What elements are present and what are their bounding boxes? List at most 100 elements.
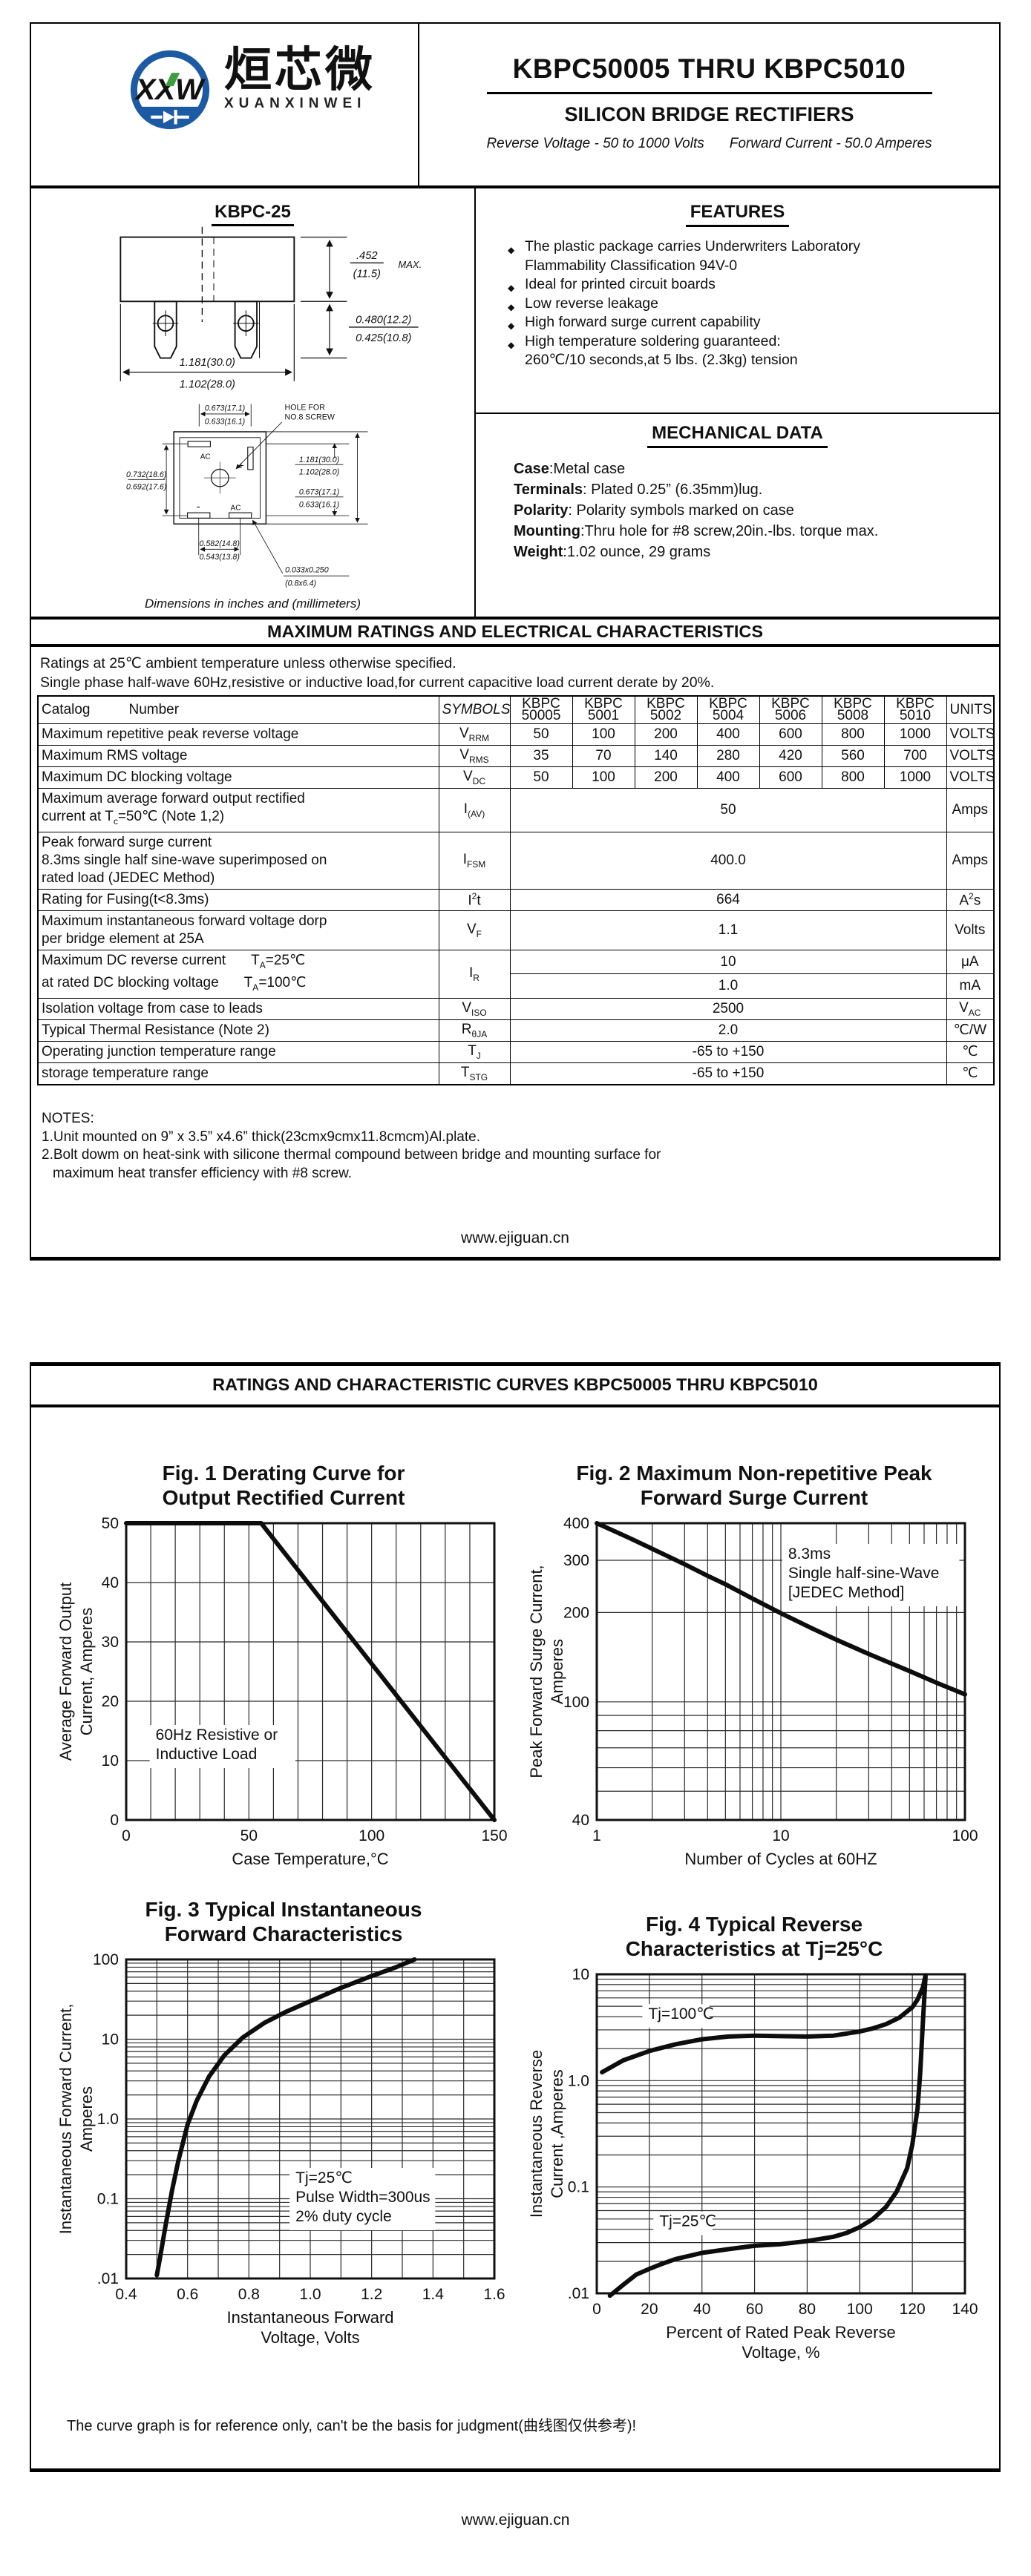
- notes-block: NOTES: 1.Unit mounted on 9” x 3.5” x4.6”…: [42, 1110, 661, 1183]
- mechanical-data-row: Terminals: Plated 0.25” (6.35mm)lug.: [514, 482, 763, 498]
- svg-text:1.0: 1.0: [97, 2111, 119, 2128]
- parameter-unit: VAC: [946, 997, 995, 1020]
- figure-3-title: Fig. 3 Typical Instantaneous Forward Char…: [52, 1897, 515, 1946]
- parameter-symbol: I2t: [438, 888, 511, 912]
- svg-text:300: 300: [563, 1552, 589, 1569]
- device-column-header: KBPC 5008: [821, 695, 885, 724]
- table-row: Maximum RMS voltage VRMS 35 70 140 280 420 560 7…: [37, 745, 995, 767]
- figure-3: Fig. 3 Typical Instantaneous Forward Char…: [52, 1897, 515, 2350]
- ratings-table-wrap: Catalog Number SYMBOLS KBPC 50005 KBPC 5001 KBP…: [37, 695, 995, 1085]
- figure-4-title: Fig. 4 Typical Reverse Characteristics at…: [523, 1912, 986, 1961]
- dim-pitch2-mm: 0.633(16.1): [299, 500, 339, 509]
- svg-text:0.1: 0.1: [97, 2191, 119, 2208]
- svg-text:50: 50: [102, 1515, 119, 1532]
- ratings-preamble: Ratings at 25℃ ambient temperature unles…: [40, 654, 990, 692]
- company-logo: XXW 烜芯微 XUANXINWEI: [126, 45, 376, 134]
- chart-series-derating: [124, 1521, 497, 1822]
- mechanical-data-list: Case:Metal case Terminals: Plated 0.25” (…: [514, 459, 996, 562]
- dim-width2-in: 1.181(30.0): [299, 456, 339, 464]
- table-header-row: Catalog Number SYMBOLS KBPC 50005 KBPC 5001 KBP…: [37, 695, 995, 724]
- parameter-label: storage temperature range: [37, 1062, 439, 1085]
- svg-text:Current, Amperes: Current, Amperes: [77, 1608, 96, 1735]
- svg-text:Tj=25℃: Tj=25℃: [295, 2169, 353, 2186]
- chart-annotation: Tj=25℃: [653, 2211, 716, 2235]
- parameter-value: 1000: [883, 723, 947, 746]
- parameter-label: Maximum repetitive peak reverse voltage: [37, 723, 439, 746]
- chart-series-vf: [154, 1957, 417, 2278]
- chart-series-tj-100-: [600, 1973, 928, 2074]
- datasheet-page-2: RATINGS AND CHARACTERISTIC CURVES KBPC50…: [30, 1362, 1001, 2472]
- svg-text:10: 10: [102, 1752, 119, 1770]
- parameter-symbol: IR: [438, 950, 511, 999]
- svg-text:20: 20: [641, 2301, 658, 2318]
- chart-axis-ticks: 1 10 100 40 100 200 300 400: [563, 1515, 978, 1844]
- ratings-heading: MAXIMUM RATINGS AND ELECTRICAL CHARACTER…: [31, 617, 999, 647]
- parameter-label: Maximum DC blocking voltage: [37, 766, 439, 789]
- parameter-value: 400: [696, 766, 760, 789]
- preamble-line: Single phase half-wave 60Hz,resistive or…: [40, 674, 715, 691]
- package-side-view-diagram: .452 (11.5) MAX. 0.480(12.2) 0.425(10.8)…: [120, 226, 422, 390]
- parameter-value: 2.0: [509, 1019, 947, 1042]
- mechanical-data-row: Polarity: Polarity symbols marked on cas…: [514, 502, 794, 519]
- chart-grid: [125, 1522, 495, 1821]
- table-row: Isolation voltage from case to leads VISO…: [37, 997, 995, 1020]
- parameter-unit: VOLTS: [946, 723, 995, 746]
- feature-item: ◆ High temperature soldering guaranteed:: [508, 332, 994, 352]
- header-divider: [418, 24, 419, 185]
- note-line: maximum heat transfer efficiency with #8…: [53, 1165, 353, 1181]
- parameter-value: 100: [572, 723, 635, 746]
- parameter-unit: Amps: [946, 788, 995, 832]
- svg-text:Voltage, %: Voltage, %: [742, 2343, 819, 2362]
- svg-text:1.6: 1.6: [483, 2286, 505, 2303]
- table-row: storage temperature range TSTG -65 to +150…: [37, 1062, 995, 1085]
- device-column-header: KBPC 5001: [572, 695, 635, 724]
- table-row: Operating junction temperature range TJ -6…: [37, 1040, 995, 1063]
- device-column-header: KBPC 50005: [509, 695, 573, 724]
- package-caption: Dimensions in inches and (millimeters): [145, 597, 361, 611]
- parameter-unit: ℃/W: [946, 1019, 995, 1042]
- dim-max-label: MAX.: [398, 259, 422, 270]
- header-rule: [31, 185, 999, 188]
- diamond-bullet-icon: ◆: [508, 321, 515, 331]
- svg-text:1.4: 1.4: [422, 2286, 445, 2303]
- feature-item: ◆ High forward surge current capability: [508, 313, 994, 332]
- hole-label-line2: NO.8 SCREW: [285, 413, 335, 422]
- svg-text:0: 0: [592, 2301, 601, 2318]
- features-heading: FEATURES: [476, 202, 999, 227]
- table-row: 1.0 mA: [38, 973, 995, 999]
- parameter-symbol: TJ: [438, 1040, 511, 1063]
- svg-text:200: 200: [563, 1604, 589, 1621]
- parameter-unit: μA: [946, 950, 995, 975]
- package-name: KBPC-25: [31, 202, 474, 226]
- figure-1: Fig. 1 Derating Curve for Output Rectifie…: [52, 1461, 515, 1873]
- parameter-label: Rating for Fusing(t<8.3ms): [37, 888, 439, 912]
- svg-text:Pulse Width=300us: Pulse Width=300us: [295, 2189, 431, 2206]
- feature-item-continuation: 260℃/10 seconds,at 5 lbs. (2.3kg) tensio…: [525, 352, 798, 368]
- figure-title-line: Forward Surge Current: [640, 1486, 868, 1509]
- logo-mark-icon: XXW: [130, 50, 210, 130]
- diamond-bullet-icon: ◆: [508, 301, 515, 312]
- device-column-header: KBPC 5006: [759, 695, 822, 724]
- parameter-value: 70: [572, 745, 635, 767]
- parameter-value: 800: [821, 723, 885, 746]
- svg-text:Amperes: Amperes: [548, 1639, 566, 1704]
- figure-1-chart: 0 50 100 150 0 10 20 30 40 50 Case Temperature,°C A…: [56, 1515, 508, 1868]
- parameter-value: -65 to +150: [509, 1040, 947, 1063]
- chart-axis-labels: Case Temperature,°C Average Forward Outpu…: [56, 1583, 389, 1868]
- parameter-value: 664: [509, 888, 947, 912]
- dim-width-mm: 1.102(28.0): [180, 378, 235, 390]
- notes-lines: 1.Unit mounted on 9” x 3.5” x4.6” thick(…: [42, 1128, 661, 1183]
- parameter-value: 200: [634, 766, 698, 789]
- dim-span-in: 0.582(14.8): [200, 539, 240, 548]
- svg-text:Current ,Amperes: Current ,Amperes: [548, 2069, 566, 2198]
- svg-text:50: 50: [240, 1827, 258, 1844]
- svg-text:Instantaneous Forward: Instantaneous Forward: [226, 2308, 393, 2327]
- dim-side-in: 0.732(18.6): [126, 470, 166, 479]
- title-underline: [486, 92, 932, 94]
- svg-text:400: 400: [563, 1515, 589, 1532]
- parameter-value: 1000: [883, 766, 947, 789]
- parameter-value: 200: [634, 723, 698, 746]
- figure-title-line: Fig. 1 Derating Curve for: [162, 1462, 405, 1485]
- svg-text:120: 120: [900, 2301, 926, 2318]
- svg-text:Voltage, Volts: Voltage, Volts: [261, 2328, 359, 2347]
